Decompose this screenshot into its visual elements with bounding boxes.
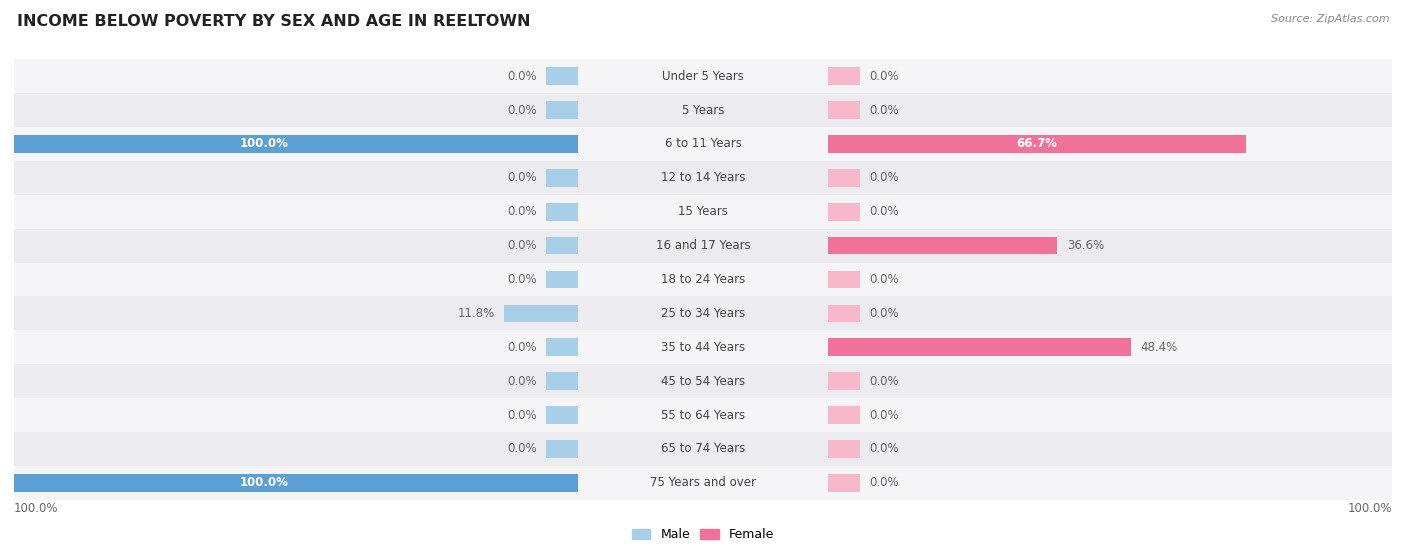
Bar	[828, 203, 859, 221]
Bar	[828, 372, 859, 390]
Text: 0.0%: 0.0%	[869, 273, 898, 286]
Text: 18 to 24 Years: 18 to 24 Years	[661, 273, 745, 286]
Bar	[828, 237, 1057, 254]
Bar	[14, 161, 1392, 195]
Text: 6 to 11 Years: 6 to 11 Years	[665, 138, 741, 150]
Text: 0.0%: 0.0%	[508, 172, 537, 184]
Bar	[547, 440, 578, 458]
Bar	[14, 229, 1392, 263]
Text: 25 to 34 Years: 25 to 34 Years	[661, 307, 745, 320]
Text: 0.0%: 0.0%	[508, 375, 537, 387]
Bar	[547, 203, 578, 221]
Bar	[547, 372, 578, 390]
Text: 66.7%: 66.7%	[1017, 138, 1057, 150]
Bar	[828, 474, 859, 491]
Text: 45 to 54 Years: 45 to 54 Years	[661, 375, 745, 387]
Text: Source: ZipAtlas.com: Source: ZipAtlas.com	[1271, 14, 1389, 24]
Text: 65 to 74 Years: 65 to 74 Years	[661, 442, 745, 456]
Text: 0.0%: 0.0%	[508, 341, 537, 354]
Text: 16 and 17 Years: 16 and 17 Years	[655, 239, 751, 252]
Bar	[14, 398, 1392, 432]
Text: 100.0%: 100.0%	[240, 138, 290, 150]
Text: 0.0%: 0.0%	[869, 172, 898, 184]
Text: 0.0%: 0.0%	[869, 307, 898, 320]
Text: 0.0%: 0.0%	[869, 375, 898, 387]
Legend: Male, Female: Male, Female	[627, 523, 779, 546]
Bar	[547, 406, 578, 424]
Bar	[0, 135, 578, 153]
Bar	[828, 68, 859, 85]
Bar	[828, 338, 1132, 356]
Text: 0.0%: 0.0%	[508, 273, 537, 286]
Text: 55 to 64 Years: 55 to 64 Years	[661, 409, 745, 421]
Bar	[14, 195, 1392, 229]
Bar	[14, 466, 1392, 500]
Bar	[828, 271, 859, 288]
Text: 0.0%: 0.0%	[869, 70, 898, 83]
Text: 0.0%: 0.0%	[869, 205, 898, 218]
Bar	[547, 101, 578, 119]
Text: 0.0%: 0.0%	[508, 205, 537, 218]
Text: 11.8%: 11.8%	[457, 307, 495, 320]
Bar	[547, 271, 578, 288]
Bar	[14, 364, 1392, 398]
Text: 75 Years and over: 75 Years and over	[650, 476, 756, 489]
Bar	[828, 305, 859, 322]
Bar	[14, 432, 1392, 466]
Text: 36.6%: 36.6%	[1067, 239, 1104, 252]
Bar	[547, 237, 578, 254]
Bar	[14, 330, 1392, 364]
Text: 48.4%: 48.4%	[1140, 341, 1178, 354]
Bar	[0, 474, 578, 491]
Bar	[14, 263, 1392, 296]
Bar	[547, 338, 578, 356]
Bar	[828, 101, 859, 119]
Bar	[828, 440, 859, 458]
Text: 100.0%: 100.0%	[14, 503, 59, 515]
Text: 12 to 14 Years: 12 to 14 Years	[661, 172, 745, 184]
Bar	[14, 296, 1392, 330]
Text: 0.0%: 0.0%	[508, 103, 537, 117]
Bar	[547, 169, 578, 187]
Text: 0.0%: 0.0%	[869, 442, 898, 456]
Text: INCOME BELOW POVERTY BY SEX AND AGE IN REELTOWN: INCOME BELOW POVERTY BY SEX AND AGE IN R…	[17, 14, 530, 29]
Bar	[828, 169, 859, 187]
Bar	[828, 406, 859, 424]
Text: 5 Years: 5 Years	[682, 103, 724, 117]
Text: 0.0%: 0.0%	[508, 70, 537, 83]
Bar	[828, 135, 1246, 153]
Text: Under 5 Years: Under 5 Years	[662, 70, 744, 83]
Text: 0.0%: 0.0%	[508, 409, 537, 421]
Text: 0.0%: 0.0%	[869, 103, 898, 117]
Text: 100.0%: 100.0%	[240, 476, 290, 489]
Text: 15 Years: 15 Years	[678, 205, 728, 218]
Bar	[14, 59, 1392, 93]
Text: 0.0%: 0.0%	[508, 442, 537, 456]
Text: 35 to 44 Years: 35 to 44 Years	[661, 341, 745, 354]
Bar	[503, 305, 578, 322]
Bar	[14, 127, 1392, 161]
Bar	[547, 68, 578, 85]
Text: 0.0%: 0.0%	[869, 409, 898, 421]
Text: 0.0%: 0.0%	[508, 239, 537, 252]
Text: 100.0%: 100.0%	[1347, 503, 1392, 515]
Text: 0.0%: 0.0%	[869, 476, 898, 489]
Bar	[14, 93, 1392, 127]
